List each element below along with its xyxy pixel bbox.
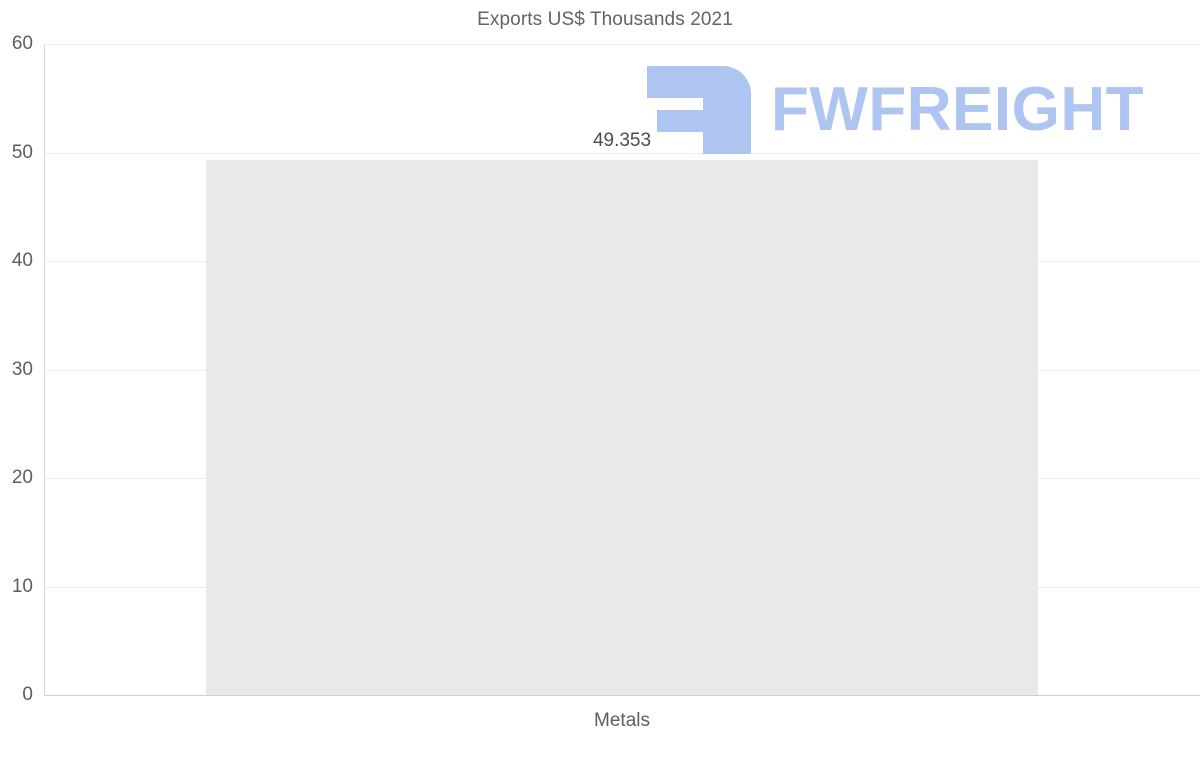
y-tick-label: 50 (11, 141, 33, 163)
y-tick-label: 10 (11, 575, 33, 597)
y-tick-label: 40 (11, 250, 33, 271)
y-tick-label: 60 (11, 33, 33, 54)
gridline-y-50 (44, 152, 1200, 154)
bar-metals[interactable] (205, 159, 1039, 695)
y-tick-label: 20 (11, 467, 33, 488)
gridline-y-0 (44, 695, 1200, 696)
x-tick-label: Metals (594, 710, 650, 731)
gridline-y-60 (44, 44, 1200, 45)
y-tick-label: 30 (11, 358, 33, 380)
y-tick-label: 0 (22, 684, 33, 705)
chart-title: Exports US$ Thousands 2021 (477, 9, 733, 30)
plot-area: 0 10 20 30 40 50 60 49.353 Metals (12, 33, 1200, 731)
bar-value-label: 49.353 (592, 129, 652, 151)
